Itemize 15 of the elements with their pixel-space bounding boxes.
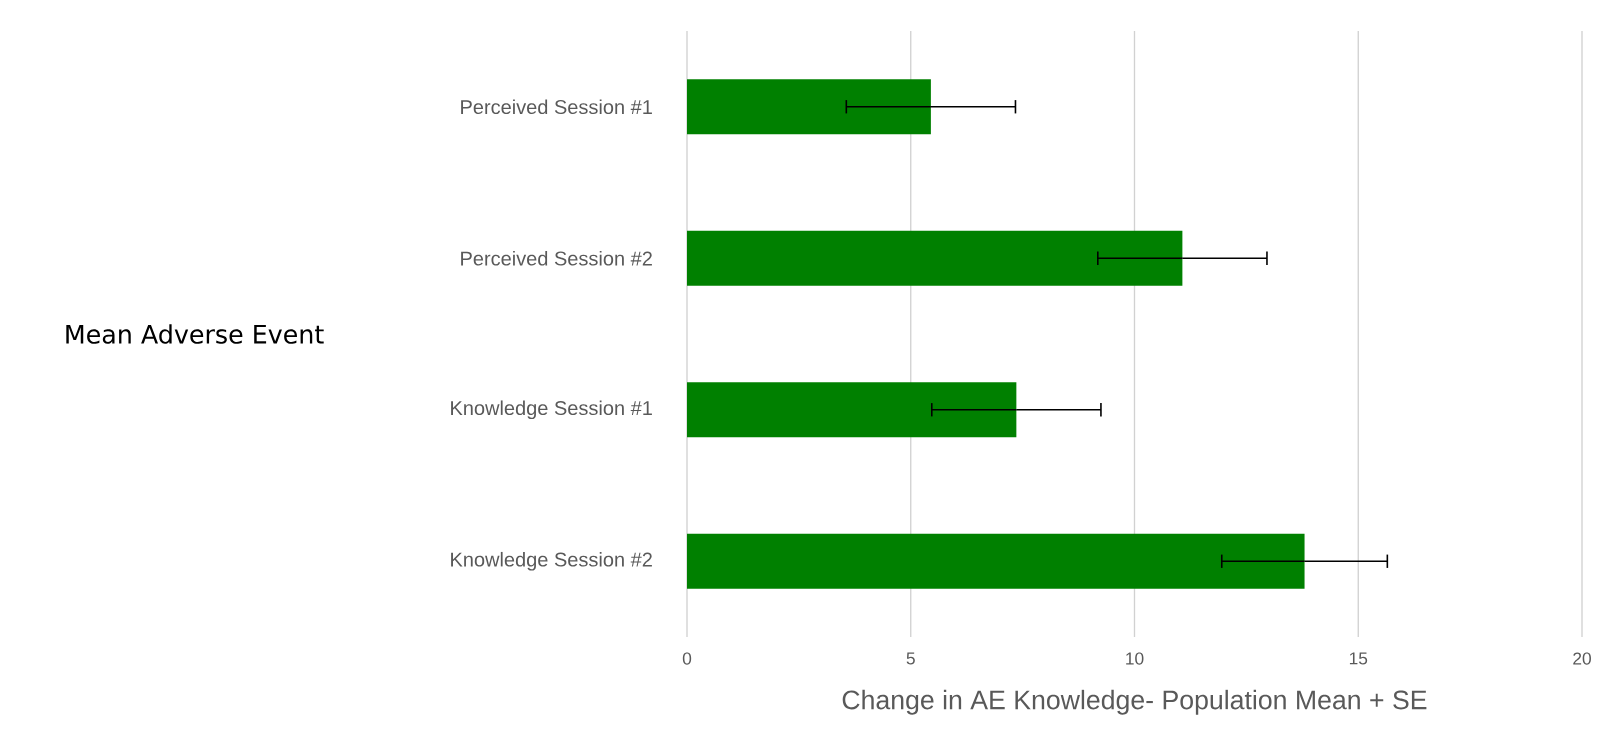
bar [687,533,1305,589]
bar [687,79,931,135]
x-tick-label: 10 [1126,652,1144,665]
y-tick-label: Perceived Session #2 [461,250,652,266]
bar [687,230,1183,286]
y-tick-label: Knowledge Session #2 [451,551,652,571]
x-tick-label: 20 [1573,652,1591,665]
text: Mean Adverse Event [66,324,324,344]
bar [687,382,1017,438]
x-tick-label: 5 [906,652,915,665]
y-tick-label: Perceived Session #1 [461,99,652,115]
x-tick-label: 0 [682,652,692,665]
x-tick-label: 15 [1349,652,1368,665]
x-axis-title: Change in AE Knowledge- Population Mean + SE [842,689,1427,715]
y-tick-label: Knowledge Session #1 [451,400,652,420]
